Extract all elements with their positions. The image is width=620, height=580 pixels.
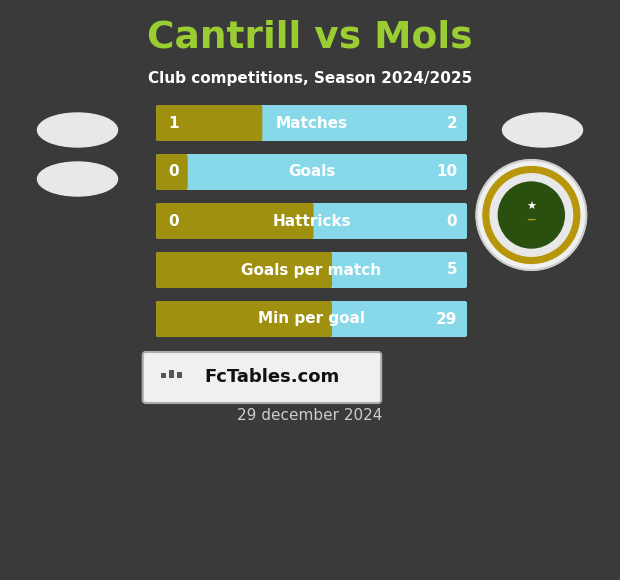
- Text: ★: ★: [526, 202, 536, 212]
- FancyBboxPatch shape: [156, 252, 467, 288]
- FancyBboxPatch shape: [156, 154, 188, 190]
- FancyBboxPatch shape: [156, 301, 332, 337]
- FancyBboxPatch shape: [156, 252, 332, 288]
- FancyBboxPatch shape: [156, 301, 467, 337]
- Text: Hattricks: Hattricks: [272, 213, 351, 229]
- FancyBboxPatch shape: [143, 352, 381, 403]
- Text: ━━: ━━: [527, 217, 536, 223]
- Text: 2: 2: [446, 115, 457, 130]
- FancyBboxPatch shape: [156, 154, 467, 190]
- Text: 0: 0: [168, 165, 179, 179]
- Ellipse shape: [37, 162, 118, 196]
- Text: Club competitions, Season 2024/2025: Club competitions, Season 2024/2025: [148, 71, 472, 85]
- Text: 0: 0: [168, 213, 179, 229]
- FancyBboxPatch shape: [156, 105, 262, 141]
- Circle shape: [490, 174, 573, 256]
- Text: 5: 5: [446, 263, 457, 277]
- Circle shape: [476, 160, 587, 270]
- Text: 29 december 2024: 29 december 2024: [237, 408, 383, 422]
- Text: FcTables.com: FcTables.com: [205, 368, 340, 386]
- Text: 29: 29: [436, 311, 457, 327]
- Text: 10: 10: [436, 165, 457, 179]
- Text: Cantrill vs Mols: Cantrill vs Mols: [148, 20, 472, 56]
- FancyBboxPatch shape: [156, 203, 314, 239]
- Bar: [161, 372, 166, 378]
- Text: Min per goal: Min per goal: [258, 311, 365, 327]
- Text: Matches: Matches: [275, 115, 348, 130]
- Ellipse shape: [37, 113, 118, 147]
- Circle shape: [483, 166, 580, 263]
- Text: Goals per match: Goals per match: [241, 263, 382, 277]
- Text: 1: 1: [168, 115, 179, 130]
- Bar: [169, 369, 174, 378]
- Circle shape: [498, 182, 564, 248]
- Bar: [177, 372, 182, 378]
- Text: Goals: Goals: [288, 165, 335, 179]
- FancyBboxPatch shape: [156, 203, 467, 239]
- Ellipse shape: [502, 113, 583, 147]
- Text: 0: 0: [446, 213, 457, 229]
- FancyBboxPatch shape: [156, 105, 467, 141]
